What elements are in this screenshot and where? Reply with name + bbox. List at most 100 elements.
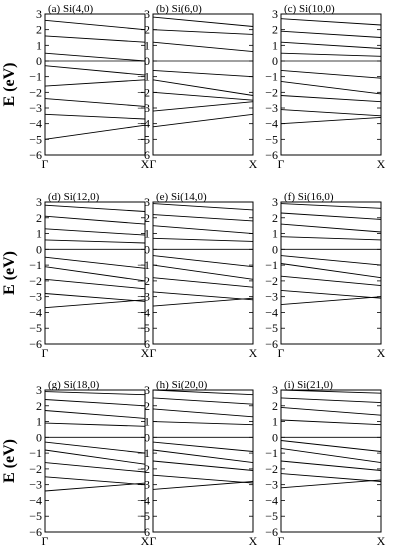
panel-title: (e) Si(14,0) — [156, 191, 207, 203]
y-tick-label: −2 — [137, 462, 150, 476]
y-tick-label: −5 — [265, 132, 278, 146]
x-tick-label: Γ — [278, 157, 285, 171]
band-line — [152, 69, 254, 78]
band-line — [280, 255, 382, 266]
band-line — [280, 109, 382, 117]
panel-6: 3 2 10 −1 −2 −3−4 −5 −6Γ X (f) Si(16,0) — [265, 191, 385, 360]
y-tick-label: −1 — [265, 446, 278, 460]
x-tick-label: X — [249, 346, 258, 360]
band-line — [44, 19, 146, 31]
band-line — [44, 228, 146, 236]
band-line — [44, 266, 146, 282]
band-line — [44, 239, 146, 244]
band-line — [152, 277, 254, 288]
band-line — [152, 91, 254, 101]
x-tick-label: Γ — [278, 346, 285, 360]
band-line — [280, 236, 382, 241]
y-tick-label: −6 — [137, 148, 150, 162]
band-line — [280, 30, 382, 38]
band-line — [152, 460, 254, 471]
y-tick-label: −3 — [265, 290, 278, 304]
band-line — [280, 289, 382, 299]
y-tick-label: 1 — [36, 38, 42, 52]
band-line — [152, 255, 254, 268]
y-tick-label: −4 — [137, 305, 150, 319]
y-tick-label: −5 — [29, 132, 42, 146]
band-line — [280, 95, 382, 103]
band-line — [280, 52, 382, 57]
y-tick-label: −6 — [137, 337, 150, 351]
band-line — [44, 52, 146, 62]
x-tick-label: X — [377, 534, 386, 548]
band-line — [280, 18, 382, 26]
y-axis-label: E (eV) — [1, 439, 18, 483]
y-tick-label: −6 — [265, 148, 278, 162]
y-tick-label: 1 — [144, 227, 150, 241]
y-tick-label: −6 — [137, 525, 150, 539]
y-tick-label: −5 — [265, 321, 278, 335]
panel-title: (h) Si(20,0) — [156, 379, 208, 391]
panel-frame — [152, 389, 254, 533]
band-line — [280, 80, 382, 95]
x-tick-label: Γ — [278, 534, 285, 548]
band-line — [152, 297, 254, 307]
y-tick-label: −1 — [137, 258, 150, 272]
y-tick-label: 1 — [36, 415, 42, 429]
panel-title: (b) Si(6,0) — [156, 3, 202, 15]
panel-frame — [152, 201, 254, 345]
y-tick-label: 1 — [272, 415, 278, 429]
x-tick-label: X — [141, 346, 150, 360]
y-tick-label: 2 — [272, 399, 278, 413]
band-line — [44, 449, 146, 465]
y-axis-label: E (eV) — [1, 251, 18, 295]
band-line — [280, 275, 382, 287]
band-line — [152, 214, 254, 222]
y-tick-label: −1 — [265, 258, 278, 272]
panel-frame — [44, 389, 146, 533]
band-line — [44, 399, 146, 407]
y-tick-label: 1 — [144, 38, 150, 52]
band-line — [152, 203, 254, 211]
band-line — [44, 215, 146, 225]
band-line — [152, 113, 254, 128]
y-tick-label: −5 — [137, 509, 150, 523]
y-tick-label: 2 — [272, 23, 278, 37]
band-line — [280, 406, 382, 416]
band-line — [44, 256, 146, 269]
y-tick-label: −6 — [29, 337, 42, 351]
band-line — [44, 98, 146, 107]
y-tick-label: 3 — [144, 7, 150, 21]
y-tick-label: −1 — [265, 70, 278, 84]
y-tick-label: 1 — [272, 227, 278, 241]
band-line — [280, 296, 382, 306]
band-line — [280, 397, 382, 404]
band-line — [44, 476, 146, 486]
y-tick-label: −1 — [29, 446, 42, 460]
y-tick-label: 2 — [144, 399, 150, 413]
panel-title: (a) Si(4,0) — [48, 3, 94, 15]
y-tick-label: −3 — [29, 478, 42, 492]
band-line — [152, 264, 254, 280]
x-tick-label: Γ — [150, 157, 157, 171]
band-line — [280, 440, 382, 452]
band-line — [44, 422, 146, 427]
band-line — [44, 462, 146, 473]
x-tick-label: Γ — [42, 534, 49, 548]
y-tick-label: −4 — [265, 305, 278, 319]
y-tick-label: 2 — [36, 399, 42, 413]
y-tick-label: −5 — [137, 132, 150, 146]
y-tick-label: −2 — [265, 462, 278, 476]
y-tick-label: −2 — [265, 274, 278, 288]
band-line — [152, 291, 254, 301]
y-tick-label: 3 — [272, 195, 278, 209]
band-line — [152, 474, 254, 484]
band-line — [152, 389, 254, 396]
y-tick-label: 0 — [36, 54, 42, 68]
band-line — [44, 410, 146, 419]
x-tick-label: X — [377, 157, 386, 171]
y-tick-label: 1 — [272, 38, 278, 52]
